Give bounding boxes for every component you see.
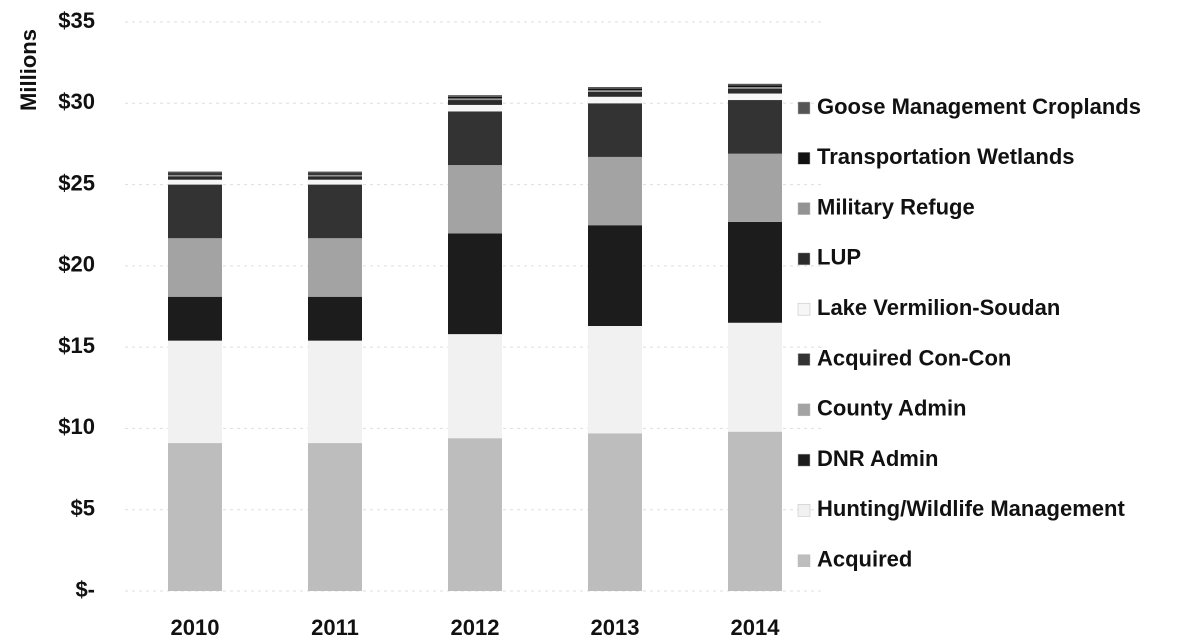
bar-segment bbox=[588, 433, 642, 591]
legend-swatch bbox=[797, 252, 811, 266]
bar-segment bbox=[168, 296, 222, 341]
bar-segment bbox=[168, 179, 222, 185]
legend-swatch bbox=[797, 101, 811, 115]
bar-segment bbox=[588, 90, 642, 92]
bar-segment bbox=[308, 179, 362, 185]
legend-swatch bbox=[797, 302, 811, 316]
bar-segment bbox=[168, 176, 222, 180]
bar-segment bbox=[308, 296, 362, 341]
legend-label: Military Refuge bbox=[817, 194, 975, 219]
bar-segment bbox=[448, 438, 502, 591]
y-tick-label: $15 bbox=[58, 333, 95, 358]
y-tick-label: $5 bbox=[71, 496, 95, 521]
legend-swatch bbox=[797, 202, 811, 215]
bar-segment bbox=[728, 87, 782, 89]
legend-label: Transportation Wetlands bbox=[817, 144, 1075, 169]
legend-label: Lake Vermilion-Soudan bbox=[817, 295, 1060, 320]
y-tick-label: $10 bbox=[58, 414, 95, 439]
y-tick-label: $30 bbox=[58, 89, 95, 114]
legend-label: LUP bbox=[817, 245, 861, 270]
bar-segment bbox=[168, 173, 222, 175]
bar-segment bbox=[588, 326, 642, 434]
bar-segment bbox=[308, 238, 362, 297]
bar-segment bbox=[308, 174, 362, 177]
y-tick-label: $- bbox=[75, 577, 95, 602]
legend-swatch bbox=[797, 152, 811, 165]
bar-segment bbox=[448, 100, 502, 105]
bar-segment bbox=[448, 111, 502, 166]
bar-segment bbox=[728, 85, 782, 88]
bar-segment bbox=[728, 322, 782, 432]
bar-segment bbox=[588, 225, 642, 327]
bar-segment bbox=[588, 156, 642, 226]
legend-label: Hunting/Wildlife Management bbox=[817, 496, 1125, 521]
bar-segment bbox=[168, 174, 222, 177]
legend-label: Goose Management Croplands bbox=[817, 94, 1141, 119]
legend-swatch bbox=[797, 353, 811, 366]
bar-segment bbox=[728, 431, 782, 591]
x-tick-label: 2014 bbox=[731, 615, 781, 640]
bar-segment bbox=[308, 184, 362, 239]
bar-segment bbox=[168, 171, 222, 174]
bar-segment bbox=[308, 443, 362, 591]
bar-segment bbox=[588, 96, 642, 104]
bar-segment bbox=[448, 334, 502, 439]
bar-segment bbox=[308, 171, 362, 174]
bar-segment bbox=[168, 184, 222, 239]
bar-segment bbox=[168, 443, 222, 591]
bar-segment bbox=[448, 104, 502, 112]
bar-segment bbox=[448, 98, 502, 101]
bar-segment bbox=[168, 340, 222, 444]
bar-segment bbox=[308, 176, 362, 180]
y-tick-label: $20 bbox=[58, 252, 95, 277]
legend-swatch bbox=[797, 403, 811, 417]
legend-swatch bbox=[797, 504, 811, 517]
y-tick-label: $35 bbox=[58, 8, 95, 33]
bar-segment bbox=[588, 103, 642, 157]
bar-segment bbox=[448, 96, 502, 99]
legend-label: Acquired Con-Con bbox=[817, 345, 1011, 370]
y-tick-label: $25 bbox=[58, 170, 95, 195]
x-tick-label: 2012 bbox=[451, 615, 500, 640]
bar-segment bbox=[308, 340, 362, 444]
bar-segment bbox=[588, 91, 642, 97]
bar-segment bbox=[728, 88, 782, 94]
y-axis-title: Millions bbox=[16, 29, 41, 111]
bar-segment bbox=[728, 153, 782, 222]
bar-segment bbox=[168, 238, 222, 297]
legend-swatch bbox=[797, 453, 811, 467]
bar-segment bbox=[588, 88, 642, 91]
legend-swatch bbox=[797, 554, 811, 567]
bar-segment bbox=[728, 83, 782, 86]
bar-segment bbox=[588, 87, 642, 89]
bar-segment bbox=[448, 165, 502, 234]
bar-segment bbox=[728, 93, 782, 101]
x-tick-label: 2011 bbox=[311, 615, 359, 640]
bar-segment bbox=[728, 100, 782, 154]
bar-segment bbox=[448, 233, 502, 335]
bar-segment bbox=[308, 173, 362, 175]
legend-label: County Admin bbox=[817, 396, 967, 421]
bar-segment bbox=[728, 221, 782, 323]
bar-segment bbox=[448, 95, 502, 97]
legend-label: DNR Admin bbox=[817, 446, 938, 471]
x-tick-label: 2013 bbox=[591, 615, 640, 640]
legend-label: Acquired bbox=[817, 547, 912, 572]
x-tick-label: 2010 bbox=[171, 615, 220, 640]
